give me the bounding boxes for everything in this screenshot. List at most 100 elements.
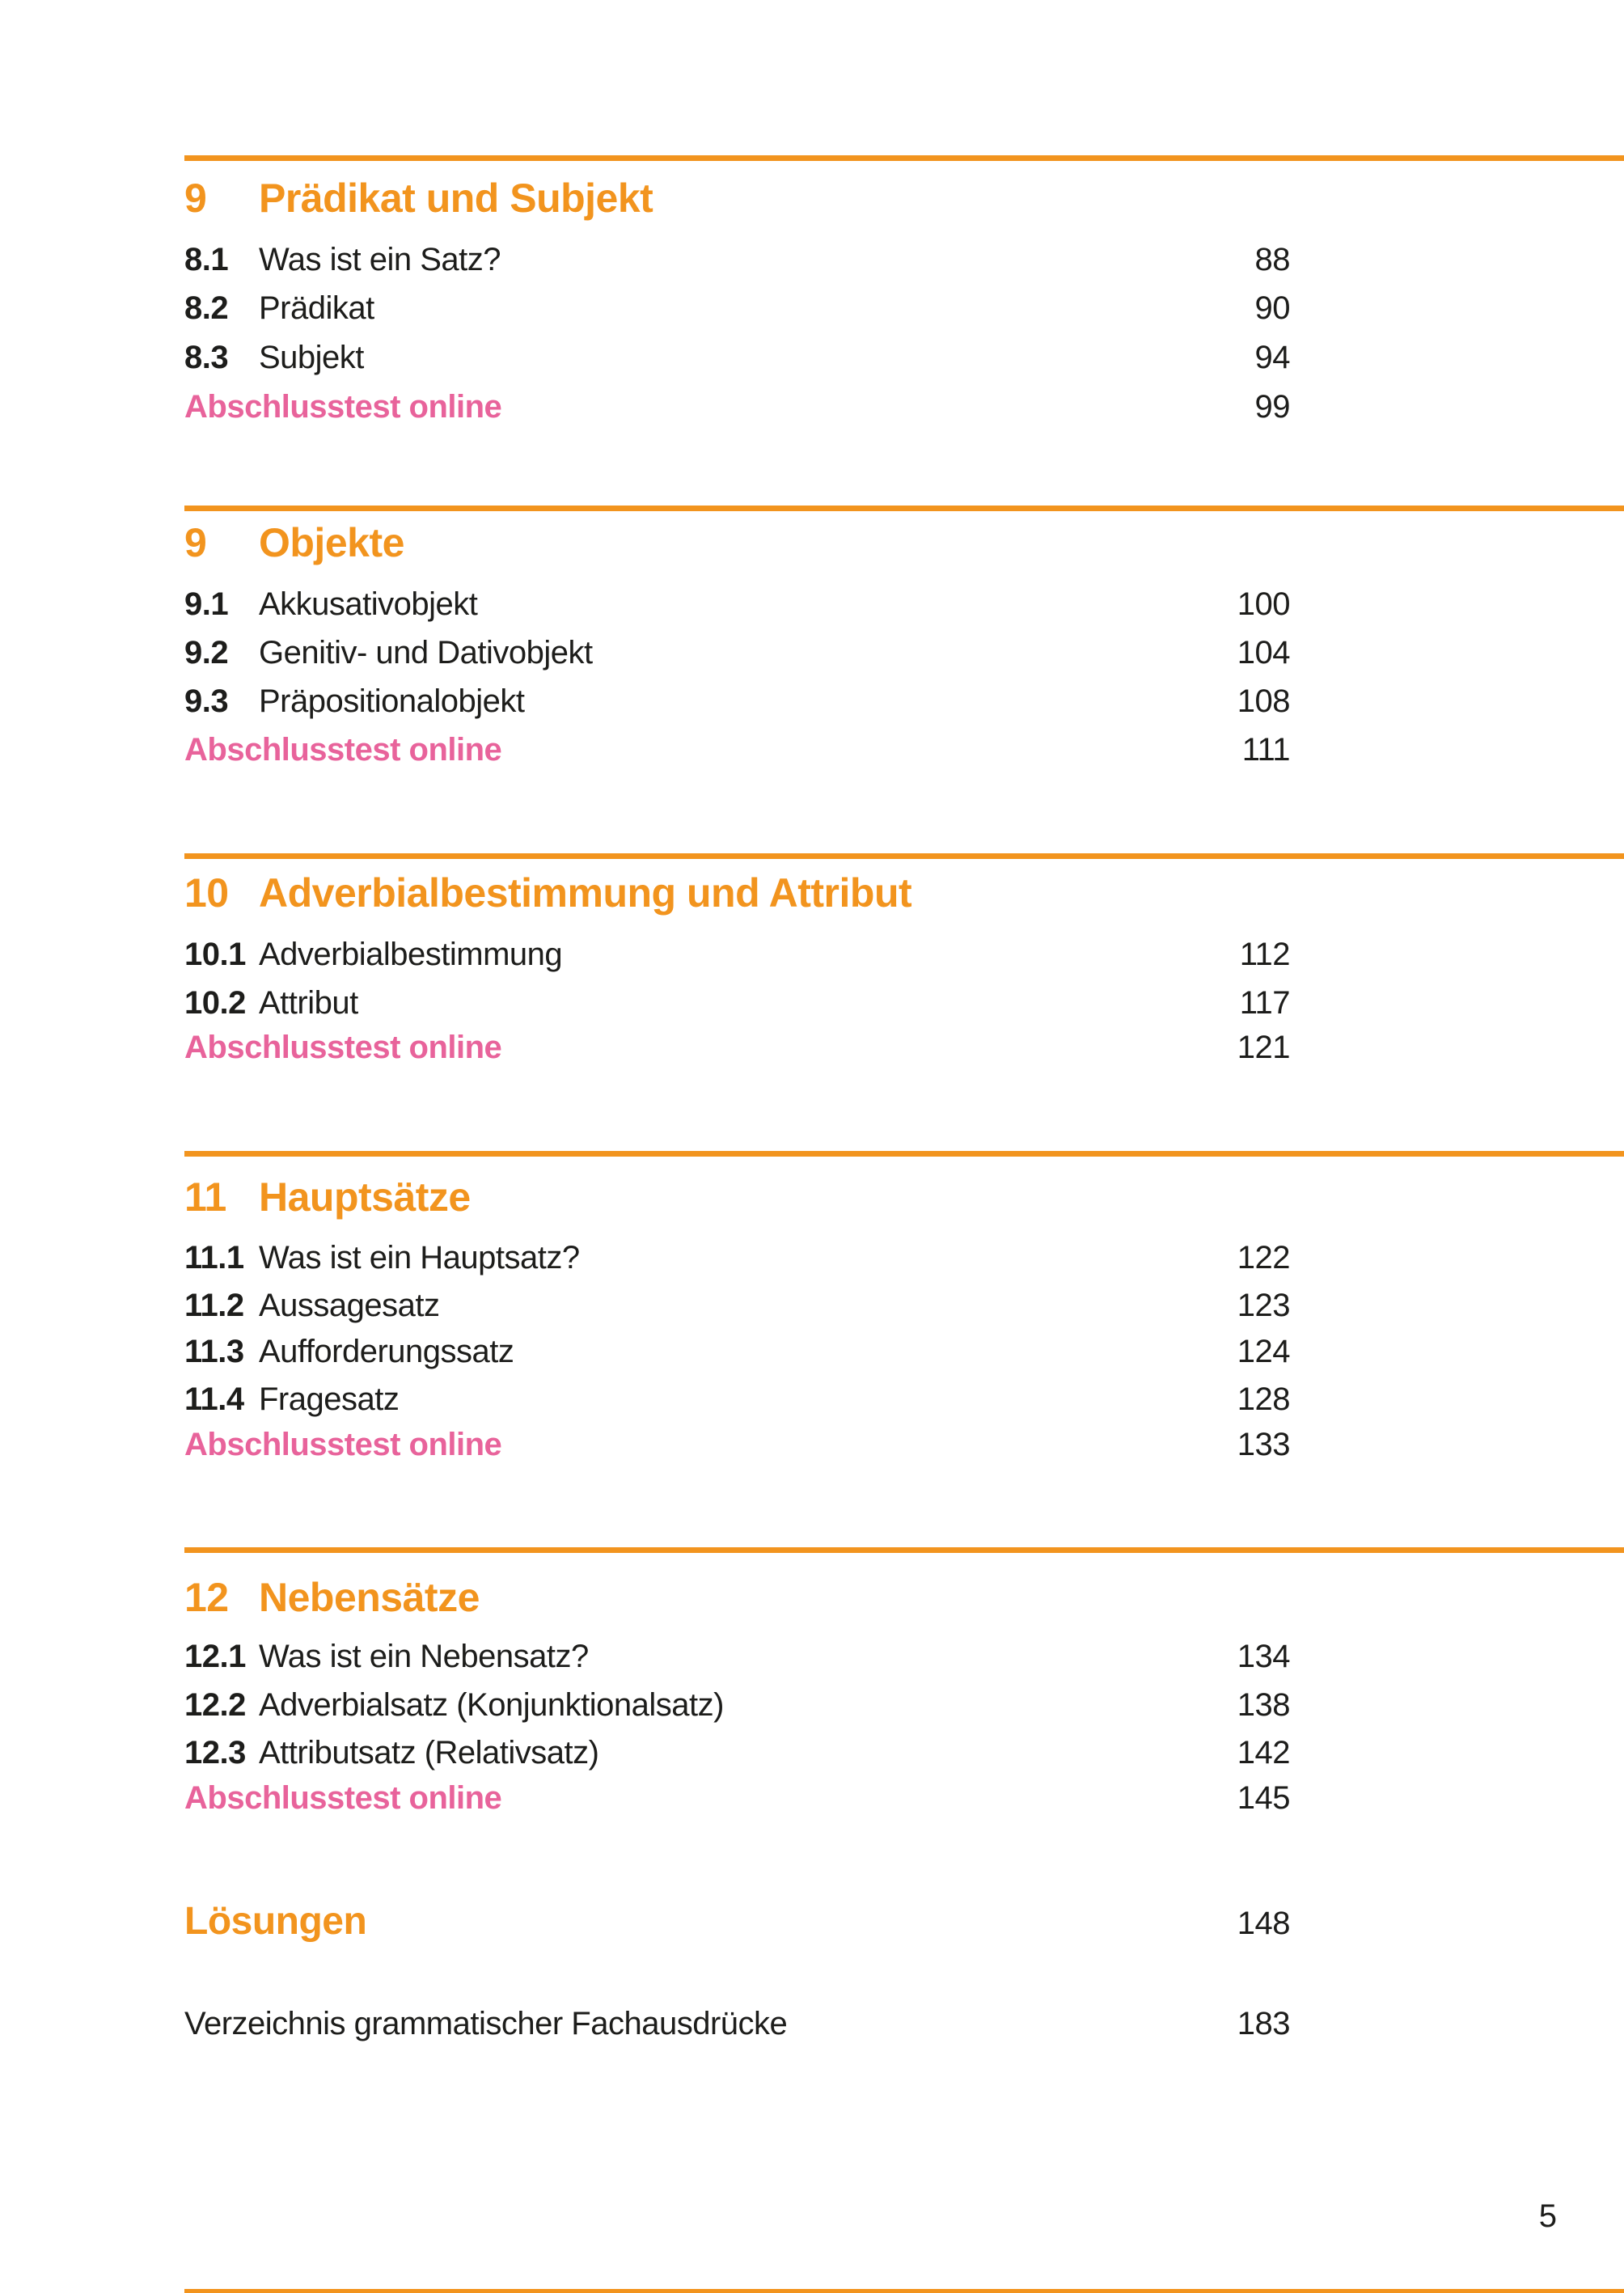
toc-entry: 11.4 Fragesatz 128 [184,1377,1291,1422]
toc-entry: 8.2 Prädikat 90 [184,286,1290,331]
entry-page: 100 [1237,586,1291,622]
entry-page: 112 [1239,937,1291,972]
toc-entry: 10.2 Attribut 117 [184,980,1291,1026]
toc-entry: 9.2 Genitiv- und Dativobjekt 104 [184,630,1291,675]
entry-number: 11.4 [184,1381,244,1417]
entry-page: 124 [1237,1334,1291,1369]
section-title: Adverbialbestimmung und Attribut [259,870,912,916]
section-header: 9 Prädikat und Subjekt [184,173,1557,223]
section-rule [184,506,1624,511]
test-label: Abschlusstest online [184,732,502,768]
section-rule [184,155,1624,161]
entry-number: 12.3 [184,1735,246,1771]
section-title: Objekte [259,520,404,565]
backmatter-label: Verzeichnis grammatischer Fachausdrücke [184,2006,788,2041]
toc-entry: 11.2 Aussagesatz 123 [184,1283,1291,1328]
toc-entry: 12.2 Adverbialsatz (Konjunktionalsatz) 1… [184,1682,1291,1728]
section-title: Nebensätze [259,1575,480,1620]
entry-number: 10.1 [184,937,246,972]
toc-entry: 12.1 Was ist ein Nebensatz? 134 [184,1634,1291,1679]
toc-entry-loesungen: Lösungen 148 [184,1899,1291,1946]
section-rule [184,1151,1624,1157]
entry-label: Was ist ein Satz? [259,242,501,277]
toc-entry: 9.1 Akkusativobjekt 100 [184,582,1291,627]
entry-page: 117 [1239,985,1291,1021]
toc-entry: 10.1 Adverbialbestimmung 112 [184,932,1291,977]
toc-entry-test: Abschlusstest online 111 [184,727,1291,772]
entry-page: 133 [1237,1427,1291,1462]
entry-label: Akkusativobjekt [259,586,478,622]
page-number: 5 [1538,2198,1557,2234]
entry-number: 10.2 [184,985,246,1021]
toc-entry-test: Abschlusstest online 145 [184,1775,1291,1821]
section-rule [184,1547,1624,1553]
section-number: 10 [184,870,229,916]
section-title: Prädikat und Subjekt [259,176,653,221]
toc-entry-verzeichnis: Verzeichnis grammatischer Fachausdrücke … [184,2001,1291,2046]
entry-number: 9.2 [184,635,229,671]
entry-label: Genitiv- und Dativobjekt [259,635,593,671]
entry-label: Attribut [259,985,358,1021]
test-label: Abschlusstest online [184,1427,502,1462]
section-number: 11 [184,1174,226,1220]
toc-entry-test: Abschlusstest online 121 [184,1025,1291,1070]
entry-page: 121 [1237,1030,1291,1065]
entry-page: 94 [1254,340,1291,375]
toc-entry: 12.3 Attributsatz (Relativsatz) 142 [184,1730,1291,1775]
section-header: 9 Objekte [184,518,1557,568]
section-header: 11 Hauptsätze [184,1172,1557,1222]
entry-page: 148 [1237,1906,1291,1941]
section-header: 10 Adverbialbestimmung und Attribut [184,868,1557,918]
toc-entry: 8.1 Was ist ein Satz? 88 [184,237,1290,282]
entry-label: Fragesatz [259,1381,400,1417]
entry-number: 12.1 [184,1639,246,1674]
entry-number: 12.2 [184,1687,246,1723]
entry-page: 123 [1237,1288,1291,1323]
entry-label: Adverbialbestimmung [259,937,563,972]
test-label: Abschlusstest online [184,389,502,425]
entry-label: Prädikat [259,290,374,326]
entry-label: Subjekt [259,340,364,375]
entry-page: 99 [1254,389,1291,425]
section-number: 12 [184,1575,229,1620]
toc-entry-test: Abschlusstest online 99 [184,384,1290,429]
toc-entry-test: Abschlusstest online 133 [184,1422,1291,1467]
entry-page: 90 [1254,290,1291,326]
entry-label: Was ist ein Hauptsatz? [259,1240,580,1276]
toc-entry: 11.3 Aufforderungssatz 124 [184,1329,1291,1374]
section-number: 9 [184,176,207,221]
entry-number: 9.3 [184,683,229,719]
entry-page: 142 [1237,1735,1291,1771]
test-label: Abschlusstest online [184,1780,502,1816]
entry-page: 111 [1241,732,1291,768]
entry-page: 183 [1237,2006,1291,2041]
section-number: 9 [184,520,207,565]
entry-label: Präpositionalobjekt [259,683,525,719]
entry-page: 128 [1237,1381,1291,1417]
entry-label: Adverbialsatz (Konjunktionalsatz) [259,1687,724,1723]
entry-label: Aussagesatz [259,1288,440,1323]
backmatter-label: Lösungen [184,1900,367,1943]
entry-number: 8.2 [184,290,229,326]
entry-number: 9.1 [184,586,229,622]
entry-page: 122 [1237,1240,1291,1276]
entry-label: Attributsatz (Relativsatz) [259,1735,599,1771]
entry-page: 108 [1237,683,1291,719]
bottom-page-rule [184,2289,1624,2293]
entry-number: 11.3 [184,1334,244,1369]
test-label: Abschlusstest online [184,1030,502,1065]
entry-number: 11.1 [184,1240,244,1276]
entry-number: 8.3 [184,340,229,375]
section-rule [184,853,1624,859]
toc-entry: 11.1 Was ist ein Hauptsatz? 122 [184,1235,1291,1280]
entry-number: 11.2 [184,1288,244,1323]
entry-page: 104 [1237,635,1291,671]
section-title: Hauptsätze [259,1174,471,1220]
entry-page: 138 [1237,1687,1291,1723]
entry-page: 145 [1237,1780,1291,1816]
toc-entry: 9.3 Präpositionalobjekt 108 [184,679,1291,724]
entry-label: Aufforderungssatz [259,1334,514,1369]
entry-page: 88 [1254,242,1291,277]
toc-entry: 8.3 Subjekt 94 [184,335,1290,380]
